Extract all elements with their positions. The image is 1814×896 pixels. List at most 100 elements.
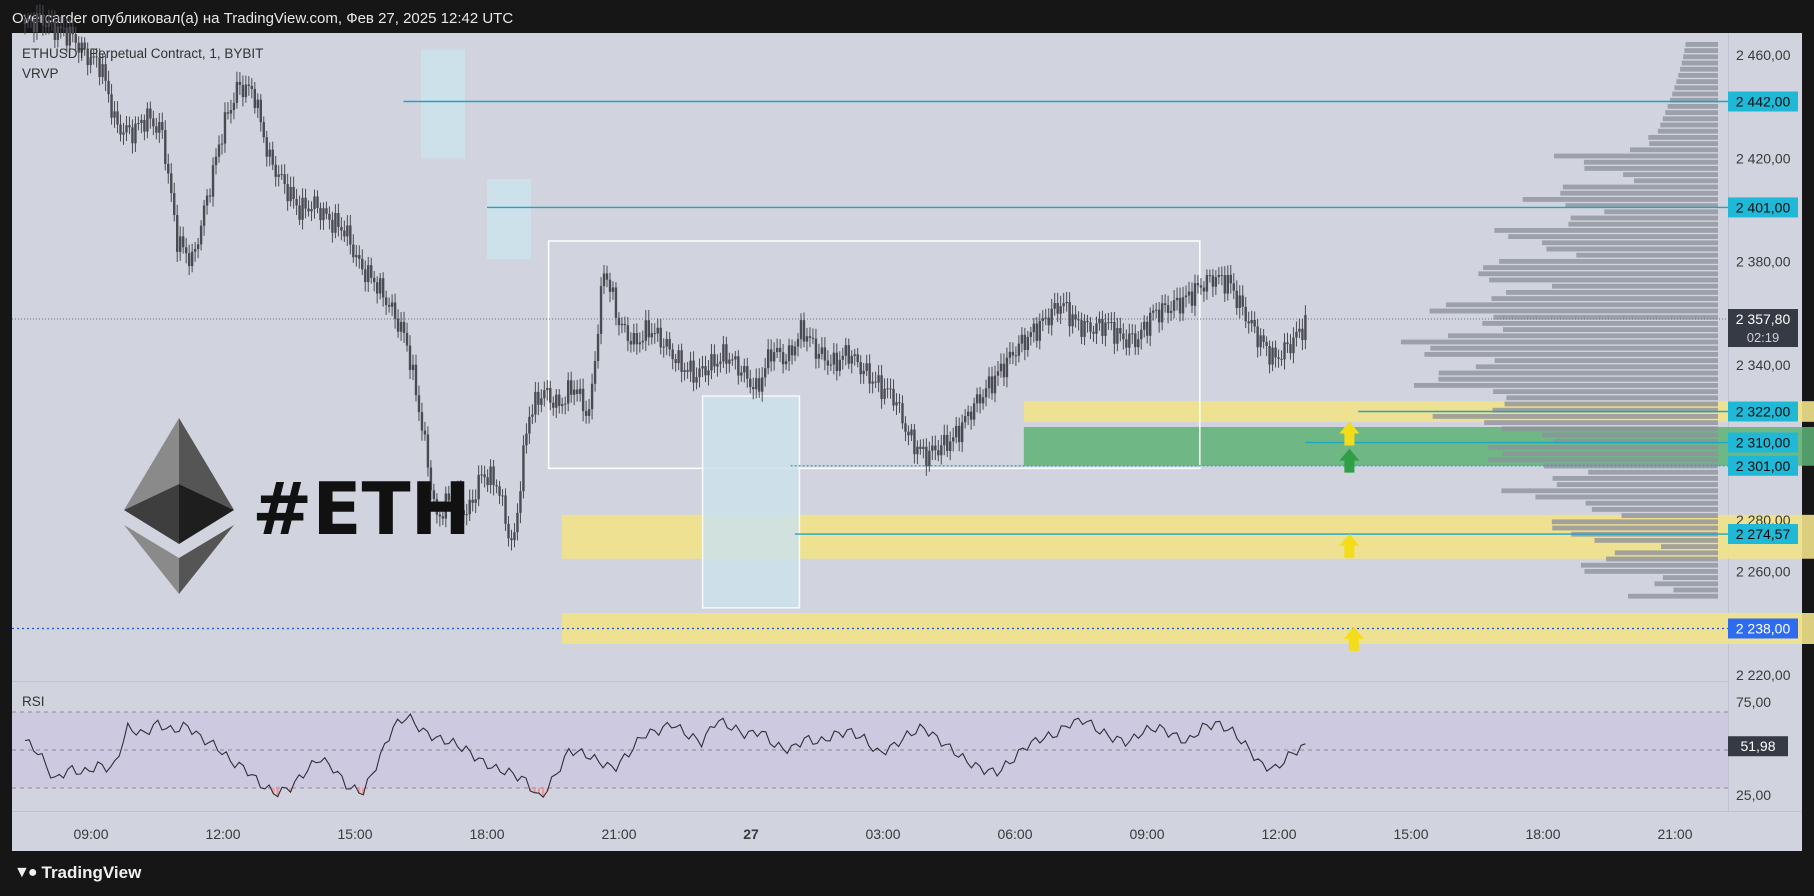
candle-body [1274, 347, 1277, 358]
volume-bar [1680, 66, 1718, 72]
candle-body [937, 450, 940, 456]
candle-body [378, 278, 382, 294]
candle-body [414, 364, 418, 396]
rsi-legend[interactable]: RSI [22, 694, 45, 709]
current-price-tag[interactable] [1728, 309, 1798, 348]
candle-body [196, 244, 200, 250]
candle-body [766, 349, 770, 369]
candle-body [176, 215, 179, 252]
candle-body [996, 371, 1000, 376]
candle-body [304, 197, 307, 209]
candle-body [725, 344, 728, 364]
candle-body [522, 445, 525, 492]
price-tag[interactable] [1728, 91, 1798, 112]
candle-body [865, 363, 868, 371]
price-tag[interactable] [1728, 401, 1798, 422]
time-tick-label: 03:00 [865, 826, 900, 842]
volume-bar [1546, 246, 1718, 252]
candle-body [1101, 319, 1104, 336]
price-tag[interactable] [1728, 455, 1798, 476]
candle-body [960, 422, 964, 443]
candle-body [444, 493, 448, 519]
volume-bar [1522, 197, 1718, 202]
candle-body [578, 388, 582, 394]
volume-bar [1506, 395, 1718, 401]
candle-body [916, 446, 919, 455]
candle-body [220, 143, 224, 145]
candle-body [641, 340, 645, 343]
candle-body [1095, 323, 1098, 334]
candle-body [223, 112, 227, 144]
price-tag[interactable] [1728, 618, 1798, 639]
tradingview-brand[interactable]: ▼● TradingView [14, 863, 141, 883]
candle-body [716, 363, 719, 367]
candle-body [262, 122, 265, 138]
candle-body [1262, 335, 1265, 342]
candle-body [71, 26, 74, 35]
candle-body [832, 352, 836, 365]
candle-body [140, 119, 143, 124]
price-tag[interactable] [1728, 432, 1798, 453]
candle-body [1304, 315, 1307, 341]
range-box [547, 240, 1201, 470]
candle-body [608, 279, 612, 292]
candle-body [904, 423, 907, 432]
candle-body [746, 366, 749, 379]
candle-body [486, 477, 489, 486]
eth-overlay-text: #ETH [252, 467, 471, 551]
candle-body [468, 499, 471, 515]
candle-body [184, 247, 188, 254]
candle-body [113, 111, 116, 118]
symbol-legend[interactable]: ETHUSDT Perpetual Contract, 1, BYBIT [22, 46, 264, 61]
candle-body [331, 219, 334, 233]
candle-body [1295, 331, 1298, 338]
candle-body [199, 225, 203, 245]
candle-body [1253, 319, 1256, 327]
time-axis[interactable] [12, 811, 1802, 851]
candle-body [1053, 303, 1056, 309]
price-tick-label: 2 280,00 [1736, 512, 1791, 528]
candle-body [456, 489, 459, 506]
candle-body [1277, 357, 1280, 359]
price-tag[interactable] [1728, 197, 1798, 218]
candle-body [453, 496, 456, 506]
candle-body [719, 361, 722, 364]
candle-body [211, 165, 215, 197]
candle-body [1137, 339, 1140, 348]
candle-body [653, 333, 656, 335]
countdown-label: 02:19 [1747, 330, 1780, 345]
candle-body [1268, 345, 1271, 365]
rsi-current-label: 51,98 [1740, 738, 1775, 754]
candle-body [1068, 301, 1071, 327]
candle-body [474, 499, 477, 503]
candle-body [1110, 322, 1113, 324]
candle-body [572, 389, 576, 395]
candle-body [835, 352, 839, 371]
price-tag[interactable] [1728, 524, 1798, 545]
candle-body [352, 244, 355, 258]
candle-body [1038, 320, 1041, 341]
candle-body [271, 149, 274, 165]
candle-body [390, 302, 394, 307]
volume-bar [1491, 296, 1718, 301]
candle-body [722, 344, 725, 362]
candle-body [411, 364, 415, 371]
indicator-legend[interactable]: VRVP [22, 66, 59, 81]
candle-body [364, 269, 367, 283]
volume-bar [1628, 593, 1718, 599]
volume-bar [1501, 488, 1718, 494]
volume-bar [1594, 538, 1718, 543]
candle-body [149, 108, 152, 119]
candle-body [599, 286, 603, 334]
candle-body [734, 356, 737, 360]
candle-body [501, 495, 504, 497]
candle-body [1286, 342, 1289, 345]
candle-body [1128, 333, 1131, 348]
rsi-current-tag[interactable] [1728, 736, 1788, 757]
candle-body [934, 445, 937, 451]
candle-body [602, 273, 606, 287]
candle-body [205, 195, 209, 206]
candle-body [319, 207, 322, 221]
price-axis[interactable] [1728, 33, 1802, 811]
